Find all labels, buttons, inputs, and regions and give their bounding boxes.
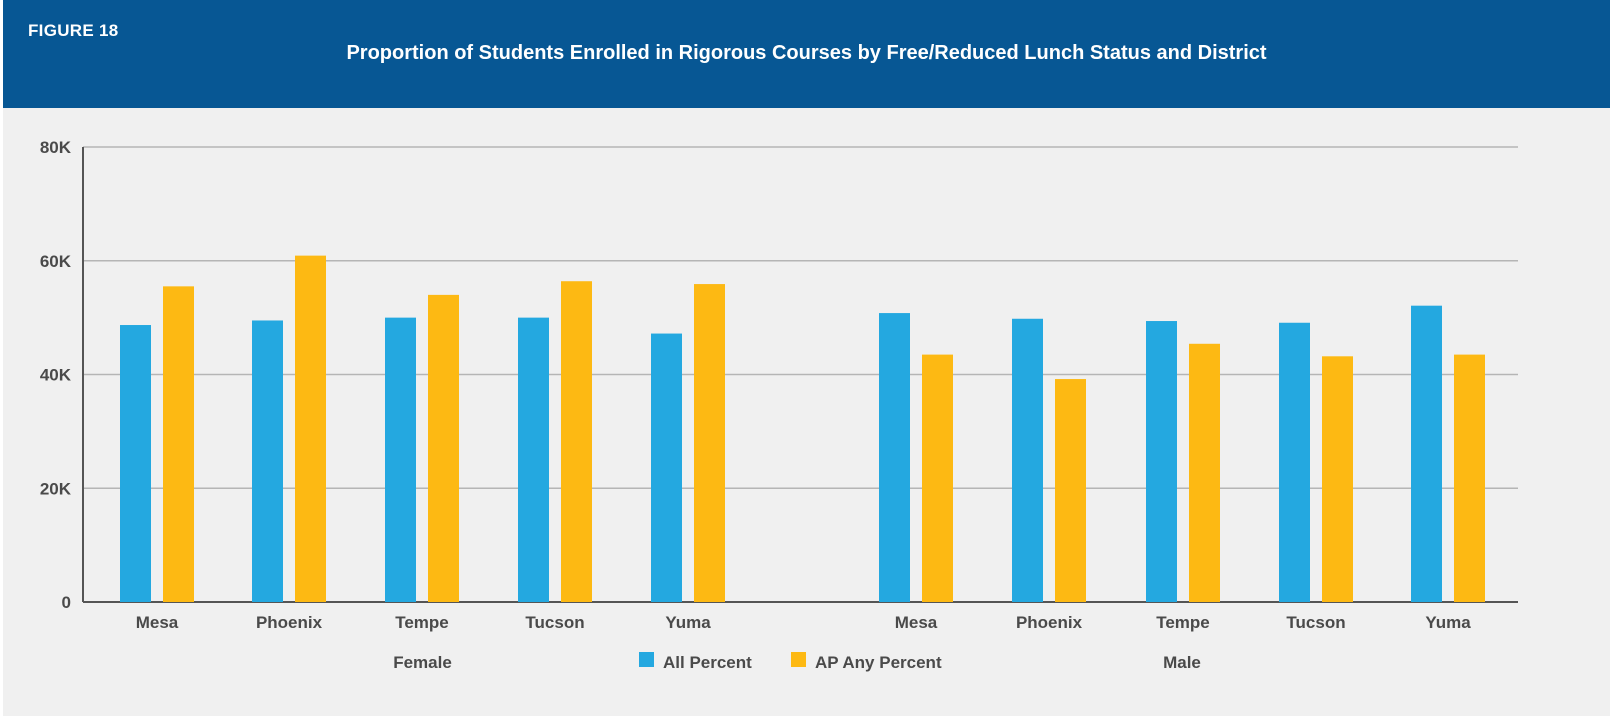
x-tick-label: Phoenix	[256, 613, 323, 632]
x-tick-label: Yuma	[1425, 613, 1471, 632]
bar-ap-any-percent	[295, 255, 326, 602]
x-tick-label: Mesa	[895, 613, 938, 632]
bar-ap-any-percent	[163, 286, 194, 602]
legend-swatch	[639, 652, 654, 667]
y-tick-label: 40K	[40, 366, 72, 385]
legend-swatch	[791, 652, 806, 667]
bar-all-percent	[385, 317, 416, 602]
chart-title: Proportion of Students Enrolled in Rigor…	[346, 42, 1267, 64]
y-tick-label: 0	[62, 593, 71, 612]
x-tick-label: Mesa	[136, 613, 179, 632]
x-tick-label: Tempe	[395, 613, 449, 632]
figure: FIGURE 18 Proportion of Students Enrolle…	[3, 0, 1610, 716]
x-tick-label: Yuma	[665, 613, 711, 632]
bar-all-percent	[518, 317, 549, 602]
x-tick-label: Tucson	[1286, 613, 1345, 632]
bar-all-percent	[1146, 321, 1177, 602]
bar-ap-any-percent	[1322, 356, 1353, 602]
y-tick-label: 20K	[40, 479, 72, 498]
bar-all-percent	[252, 320, 283, 602]
bar-all-percent	[120, 325, 151, 602]
x-tick-label: Tempe	[1156, 613, 1210, 632]
figure-header: FIGURE 18 Proportion of Students Enrolle…	[3, 0, 1610, 108]
bar-all-percent	[651, 333, 682, 602]
bar-ap-any-percent	[428, 294, 459, 602]
bar-all-percent	[879, 313, 910, 602]
figure-number: FIGURE 18	[28, 21, 119, 40]
y-tick-label: 80K	[40, 138, 72, 157]
bar-ap-any-percent	[1189, 343, 1220, 602]
group-label: Male	[1163, 653, 1201, 672]
bar-ap-any-percent	[922, 354, 953, 602]
bar-all-percent	[1279, 322, 1310, 602]
bar-ap-any-percent	[1454, 354, 1485, 602]
y-tick-label: 60K	[40, 252, 72, 271]
bar-chart: 0 20K 40K 60K 80K Mesa Phoenix Tempe Tucson Yuma F…	[40, 138, 1518, 672]
bar-ap-any-percent	[1055, 379, 1086, 602]
bar-all-percent	[1411, 305, 1442, 602]
bar-ap-any-percent	[694, 284, 725, 602]
legend-label: AP Any Percent	[815, 653, 942, 672]
bar-ap-any-percent	[561, 281, 592, 602]
group-label: Female	[393, 653, 452, 672]
x-tick-label: Tucson	[525, 613, 584, 632]
bar-all-percent	[1012, 318, 1043, 602]
x-tick-label: Phoenix	[1016, 613, 1083, 632]
legend-label: All Percent	[663, 653, 752, 672]
